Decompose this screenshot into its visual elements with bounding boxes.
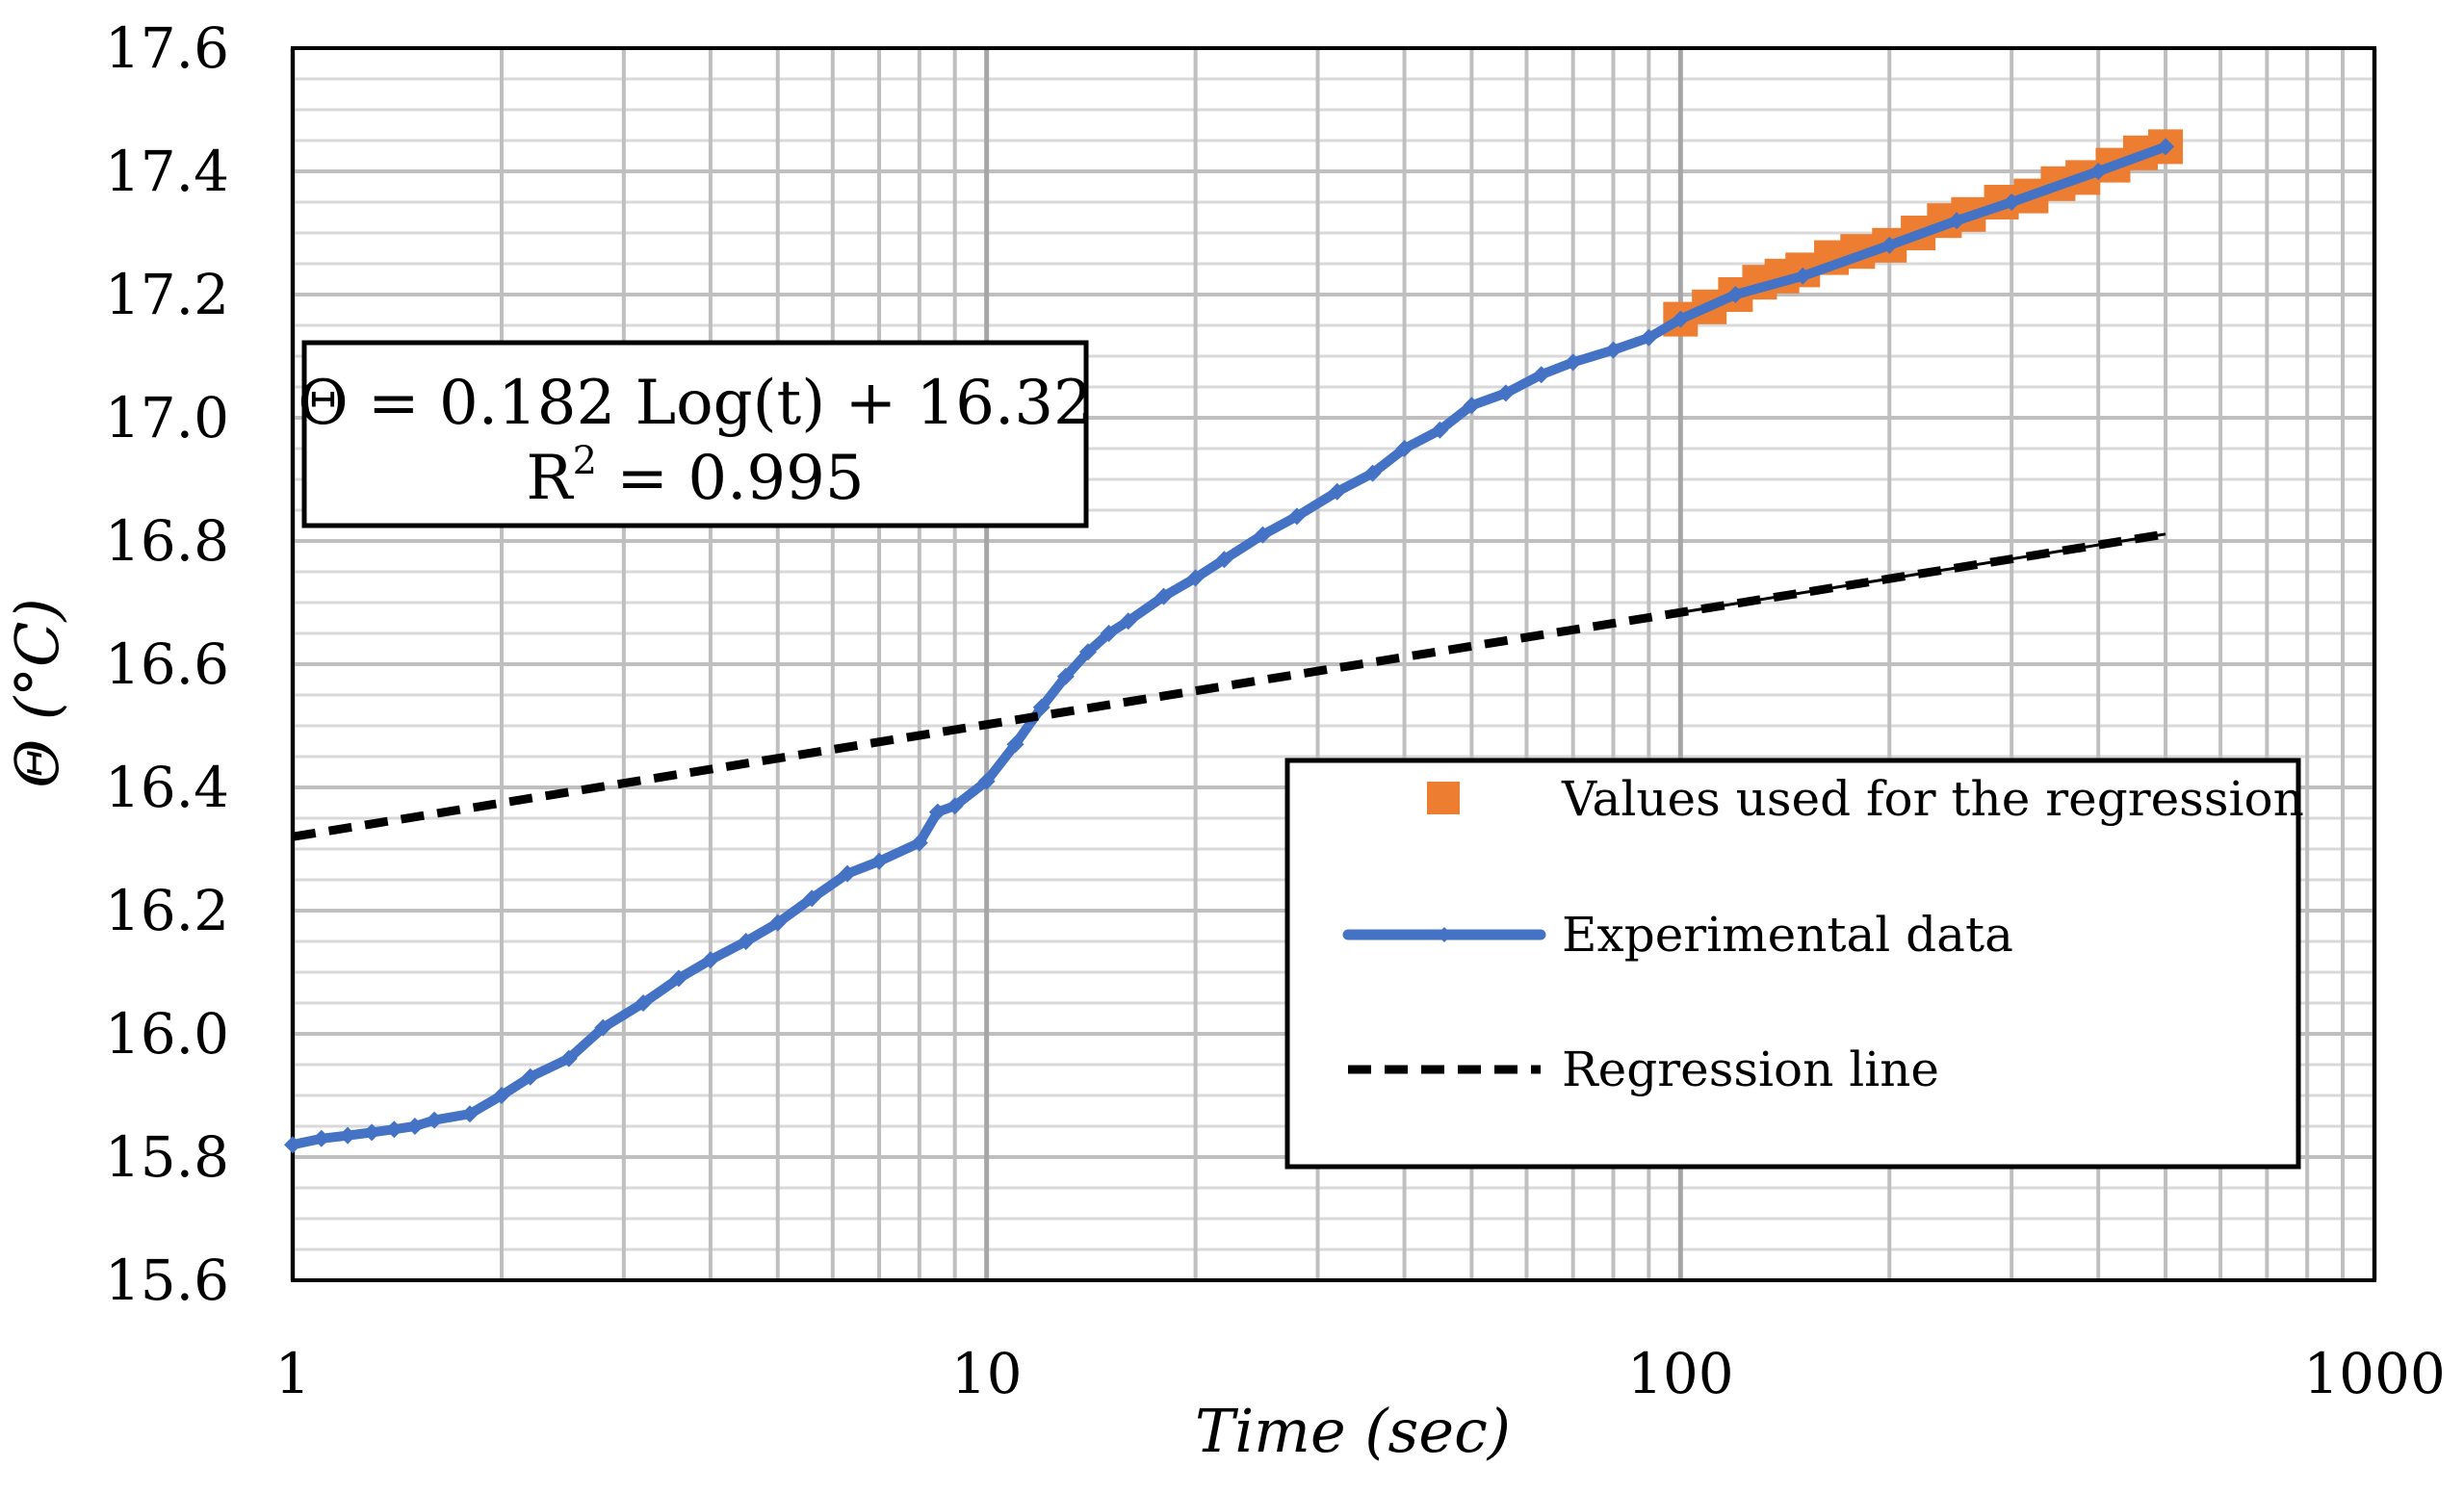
- experimental-data-point: [669, 969, 687, 988]
- experimental-data-point: [803, 889, 821, 908]
- experimental-data-point: [1078, 643, 1097, 661]
- experimental-data-point: [1395, 440, 1414, 457]
- experimental-data-point: [1154, 587, 1173, 605]
- x-tick-label: 1: [275, 1341, 311, 1406]
- experimental-data-point: [363, 1123, 381, 1142]
- experimental-data-point: [1254, 526, 1272, 544]
- experimental-data-point: [2003, 193, 2021, 211]
- legend-marker-experimental: [1437, 927, 1452, 942]
- y-tick-label: 16.4: [105, 755, 229, 820]
- experimental-data-point: [492, 1087, 510, 1104]
- r-squared-symbol: R: [526, 443, 574, 514]
- y-tick-label: 15.8: [105, 1124, 229, 1190]
- experimental-data-point: [1532, 366, 1550, 384]
- experimental-data-point: [2157, 138, 2175, 156]
- experimental-data-point: [870, 852, 889, 870]
- experimental-data-point: [839, 864, 857, 883]
- experimental-data-point: [977, 772, 996, 790]
- experimental-data-point: [1186, 569, 1205, 587]
- experimental-data-point: [1794, 267, 1812, 285]
- experimental-data-point: [1726, 286, 1745, 303]
- y-tick-label: 16.0: [105, 1001, 229, 1067]
- experimental-data-point: [1328, 482, 1346, 501]
- experimental-data-point: [284, 1136, 301, 1154]
- experimental-data-point: [946, 797, 964, 815]
- equation-annotation-box: Θ = 0.182 Log(t) + 16.32 R2 = 0.995: [298, 340, 1093, 528]
- experimental-data-point: [768, 914, 787, 932]
- r-squared-exponent: 2: [573, 439, 597, 483]
- experimental-data-point: [928, 803, 947, 821]
- x-tick-label: 10: [951, 1341, 1023, 1406]
- y-tick-label: 15.6: [105, 1248, 229, 1313]
- regression-fit-overlay: [1680, 532, 2166, 614]
- experimental-data-point: [910, 834, 928, 852]
- y-tick-label: 17.2: [105, 262, 229, 327]
- experimental-data-point: [635, 994, 653, 1012]
- y-tick-label: 17.6: [105, 15, 229, 81]
- experimental-data-point: [1363, 464, 1382, 482]
- r-squared-value: = 0.995: [597, 443, 865, 514]
- experimental-data-series: [284, 138, 2175, 1154]
- r-squared: R2 = 0.995: [526, 439, 864, 514]
- legend-label-regression: Regression line: [1562, 1042, 1939, 1097]
- regression-line-series: [292, 529, 2166, 841]
- y-tick-label: 17.4: [105, 139, 229, 204]
- legend-label-experimental: Experimental data: [1562, 907, 2013, 963]
- experimental-data-point: [1431, 421, 1449, 439]
- experimental-data-point: [1119, 612, 1137, 631]
- y-axis-title: Θ (°C): [2, 598, 72, 787]
- experimental-data-point: [1056, 667, 1075, 685]
- y-axis-tick-labels: 15.6 15.8 16.0 16.2 16.4 16.6 16.8 17.0 17.2 17.4…: [105, 15, 229, 1313]
- experimental-data-point: [594, 1018, 612, 1037]
- experimental-data-point: [1948, 212, 1966, 230]
- legend-frame: [1284, 758, 2301, 1170]
- experimental-data-point: [312, 1129, 330, 1147]
- experimental-data-point: [405, 1118, 424, 1135]
- experimental-data-point: [2089, 163, 2108, 180]
- experimental-data-point: [385, 1120, 403, 1139]
- experimental-data-point: [426, 1111, 444, 1129]
- plot-area-border: [291, 46, 2376, 1282]
- experimental-data-point: [1672, 310, 1690, 328]
- experimental-data-point: [1032, 698, 1050, 716]
- legend: Values used for the regression Experimen…: [1284, 758, 2304, 1170]
- experimental-data-point: [1880, 236, 1899, 254]
- y-tick-label: 17.0: [105, 385, 229, 450]
- regression-equation: Θ = 0.182 Log(t) + 16.32: [298, 368, 1093, 439]
- experimental-data-point: [1463, 397, 1481, 415]
- experimental-data-point: [460, 1105, 479, 1123]
- experimental-data-point: [1564, 353, 1582, 372]
- experimental-data-point: [1006, 735, 1025, 754]
- x-axis-title: Time (sec): [1195, 1396, 1511, 1466]
- legend-label-regression-values: Values used for the regression: [1561, 771, 2304, 827]
- experimental-data-point: [521, 1068, 539, 1086]
- y-tick-label: 16.6: [105, 631, 229, 697]
- experimental-data-point: [1604, 341, 1622, 359]
- experimental-data-point: [1287, 507, 1306, 526]
- experimental-data-point: [1215, 551, 1233, 569]
- y-tick-label: 16.8: [105, 508, 229, 574]
- experimental-data-point: [1496, 384, 1515, 402]
- legend-marker-regression-values: [1427, 782, 1460, 814]
- experimental-data-point: [1640, 328, 1658, 347]
- x-tick-label: 1000: [2303, 1341, 2446, 1406]
- x-tick-label: 100: [1627, 1341, 1734, 1406]
- y-tick-label: 16.2: [105, 878, 229, 943]
- experimental-data-point: [339, 1126, 357, 1145]
- experimental-data-point: [1100, 625, 1118, 642]
- experimental-data-point: [701, 951, 719, 969]
- x-axis-tick-labels: 1 10 100 1000: [275, 1341, 2446, 1406]
- equation-box-frame: [301, 340, 1089, 528]
- experimental-data-point: [559, 1049, 578, 1068]
- experimental-data-point: [737, 933, 755, 950]
